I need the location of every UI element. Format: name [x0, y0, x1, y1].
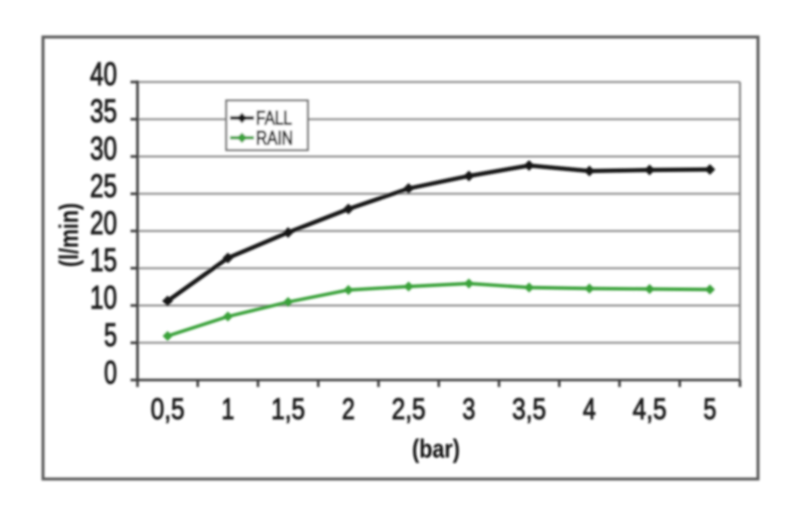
svg-text:35: 35: [90, 93, 117, 129]
svg-text:5: 5: [703, 393, 716, 426]
svg-text:0: 0: [104, 355, 117, 391]
svg-text:3: 3: [462, 393, 475, 426]
svg-text:0,5: 0,5: [151, 393, 185, 426]
svg-text:3,5: 3,5: [512, 393, 546, 426]
svg-text:5: 5: [104, 317, 117, 353]
svg-text:30: 30: [90, 131, 117, 167]
svg-text:20: 20: [90, 205, 117, 241]
svg-text:2: 2: [342, 393, 355, 426]
svg-text:RAIN: RAIN: [256, 128, 293, 149]
svg-text:40: 40: [90, 56, 117, 92]
svg-text:25: 25: [90, 168, 117, 204]
svg-text:2,5: 2,5: [392, 393, 426, 426]
svg-text:15: 15: [90, 242, 117, 278]
svg-text:4,5: 4,5: [633, 393, 667, 426]
svg-text:(bar): (bar): [412, 434, 460, 464]
svg-text:10: 10: [90, 280, 117, 316]
svg-text:1: 1: [221, 393, 234, 426]
svg-text:4: 4: [583, 393, 596, 426]
svg-text:1,5: 1,5: [271, 393, 305, 426]
svg-text:(l/min): (l/min): [54, 203, 84, 267]
svg-text:FALL: FALL: [256, 109, 292, 130]
